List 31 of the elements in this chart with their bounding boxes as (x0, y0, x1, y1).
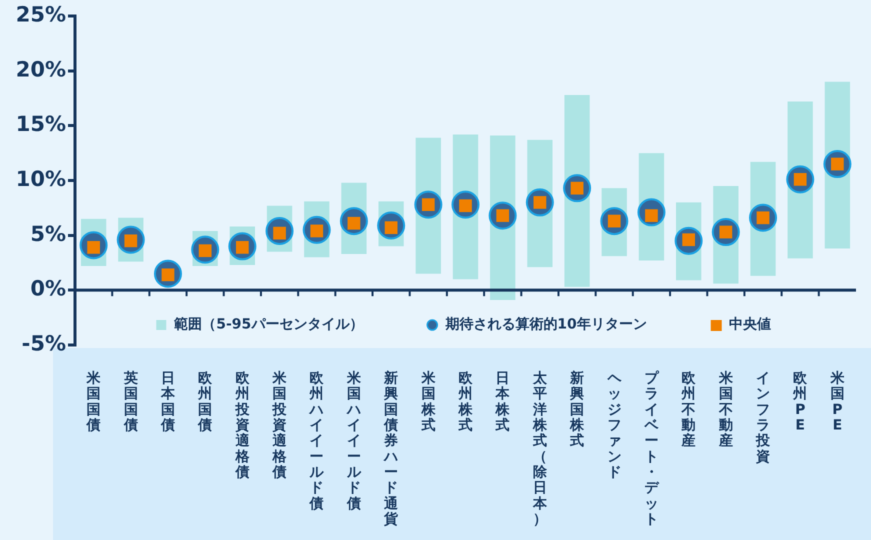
y-tick-label: -5% (22, 331, 66, 356)
x-tick-label: 米国株式 (420, 370, 436, 434)
x-tick-label: 日本国債 (160, 370, 176, 434)
category-label: 新興国債券ハード通貨 (384, 370, 398, 528)
x-tick-label: 米国PE (829, 370, 846, 434)
x-tick-label: 日本株式 (494, 370, 511, 434)
x-tick-label: インフラ投資 (755, 370, 772, 465)
x-tick-label: 欧州投資適格債 (234, 370, 250, 481)
legend-label: 中央値 (728, 316, 771, 333)
category-label: 米国ハイイールド債 (346, 370, 361, 512)
y-tick-label: 0% (30, 276, 66, 301)
y-tick-label: 15% (16, 112, 66, 136)
x-tick-label: 欧州国債 (197, 370, 214, 434)
x-tick-label: 欧州PE (792, 370, 808, 434)
category-label: プライベート・デット (644, 370, 658, 528)
x-tick-label: 英国国債 (122, 370, 138, 434)
x-tick-label: 欧州不動産 (680, 370, 697, 450)
category-label: 欧州ハイイールド債 (310, 370, 324, 512)
y-tick-label: 5% (30, 222, 66, 246)
y-tick-label: 10% (16, 166, 66, 191)
x-tick-label: 新興国株式 (569, 369, 586, 450)
y-tick-label: 25% (16, 2, 66, 26)
x-tick-label: 米国不動産 (718, 370, 734, 450)
legend-label: 範囲（5-95パーセンタイル） (173, 316, 364, 333)
x-tick-label: 欧州株式 (458, 370, 474, 434)
x-tick-label: ヘッジファンド (606, 370, 622, 481)
legend-label: 期待される算術的10年リターン (444, 316, 647, 333)
x-tick-label: 米国国債 (86, 370, 102, 434)
category-label: 太平洋株式（除日本） (532, 370, 547, 528)
x-tick-label: 米国投資適格債 (272, 370, 288, 481)
y-tick-label: 20% (16, 57, 66, 82)
